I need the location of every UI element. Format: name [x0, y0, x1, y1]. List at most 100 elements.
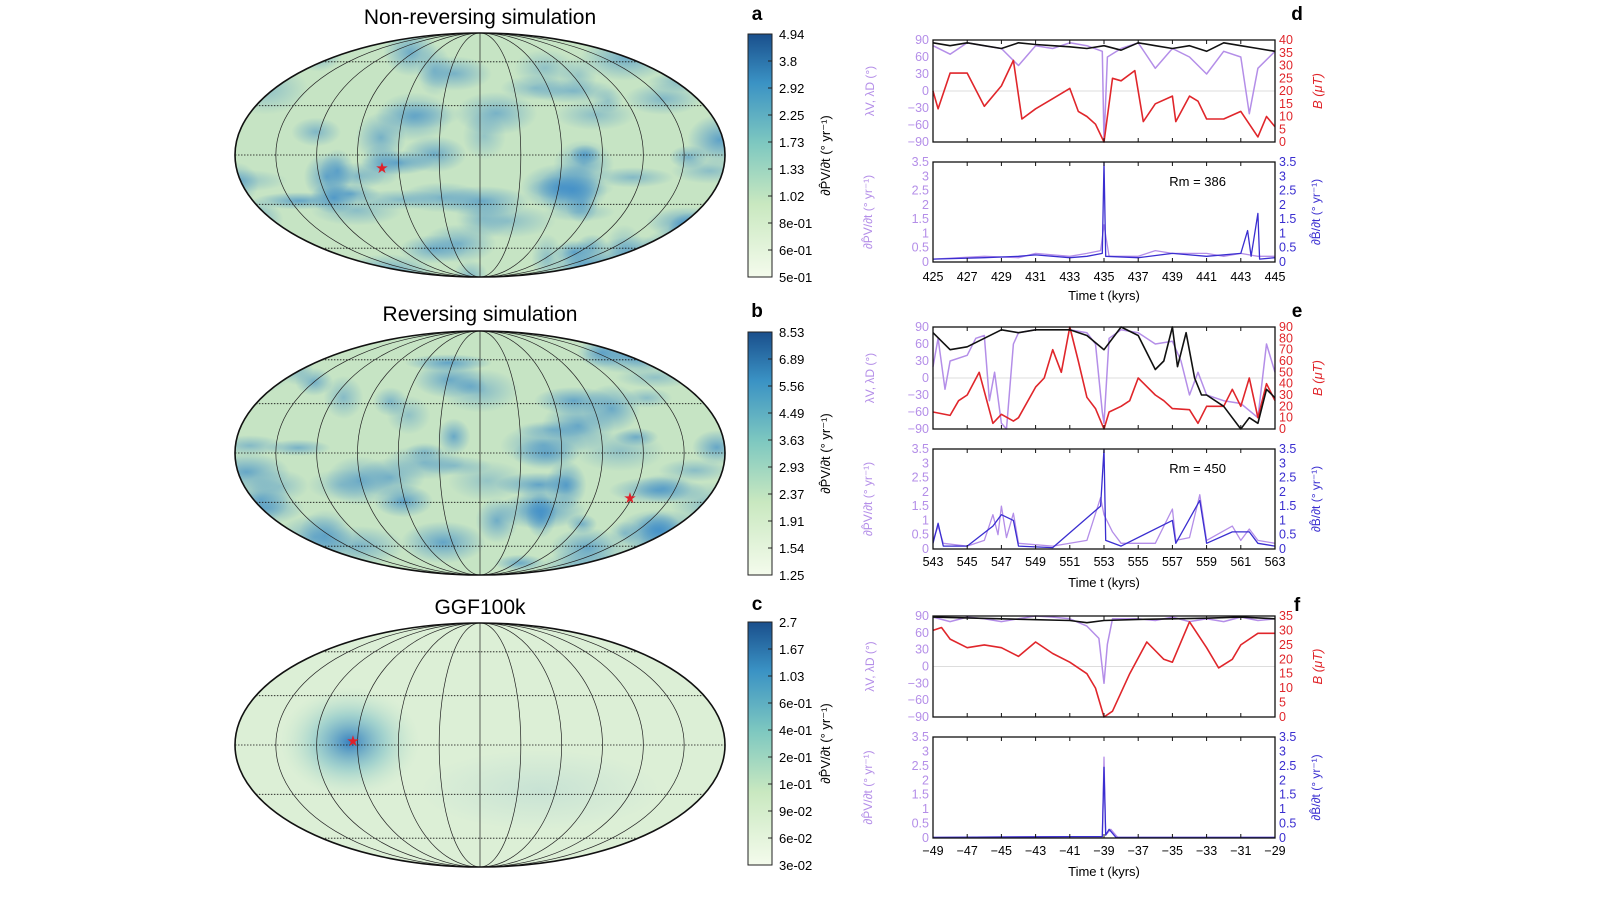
field-blob [398, 235, 468, 264]
x-tick-label: 425 [923, 270, 944, 284]
colorbar-label: ∂P̂V/∂t (° yr⁻¹) [818, 413, 833, 494]
field-blob [500, 75, 571, 101]
y-tick-label-left: 3 [922, 744, 929, 758]
field-blob [307, 468, 377, 501]
x-tick-label: 439 [1162, 270, 1183, 284]
x-tick-label: 429 [991, 270, 1012, 284]
field-blob [624, 83, 703, 115]
y-tick-label-right: 2.5 [1279, 759, 1296, 773]
Pdot-line [932, 494, 1276, 547]
y-tick-label-left: 60 [915, 626, 929, 640]
y-tick-label-right: 60 [1279, 354, 1293, 368]
panel-letter: b [751, 301, 763, 322]
colorbar-tick-label: 5e-01 [779, 270, 812, 285]
y-tick-label-right: 2.5 [1279, 184, 1296, 198]
y-tick-label-right: 1 [1279, 802, 1286, 816]
y-tick-label-left: 1 [922, 802, 929, 816]
y-tick-label-right: 2 [1279, 773, 1286, 787]
x-tick-label: 563 [1265, 555, 1286, 569]
lambda-d-line [932, 326, 1276, 430]
field-blob [420, 750, 660, 830]
y-tick-label-left: 1 [922, 513, 929, 527]
x-tick-label: 437 [1128, 270, 1149, 284]
colorbar-tick-label: 6e-02 [779, 831, 812, 846]
y-tick-label-right: 0 [1279, 710, 1286, 724]
y-tick-label-right: 3.5 [1279, 442, 1296, 456]
y-tick-label-right: 0 [1279, 255, 1286, 269]
colorbar-label: ∂P̂V/∂t (° yr⁻¹) [818, 115, 833, 196]
x-tick-label: 445 [1265, 270, 1286, 284]
panel-letter: e [1292, 301, 1303, 322]
x-tick-label: −37 [1128, 844, 1149, 858]
y-tick-label-right: 0.5 [1279, 241, 1296, 255]
B-line [932, 59, 1276, 143]
field-blob [413, 361, 486, 399]
colorbar-tick-label: 2e-01 [779, 750, 812, 765]
field-blob [646, 206, 725, 239]
map-field [235, 33, 725, 277]
colorbar-tick-label: 1e-01 [779, 777, 812, 792]
field-blob [279, 352, 314, 386]
Bdot-line [932, 161, 1276, 260]
y-tick-label-left: 2 [922, 773, 929, 787]
field-blob [687, 114, 725, 166]
field-blob [666, 33, 706, 49]
field-blob [533, 386, 614, 415]
y-tick-label-left: 0.5 [912, 528, 929, 542]
field-blob [235, 197, 284, 240]
y-tick-label-right: 3 [1279, 744, 1286, 758]
colorbar-tick-label: 6.89 [779, 352, 804, 367]
y-tick-label-left: 90 [915, 320, 929, 334]
y-tick-label-left: −60 [908, 405, 929, 419]
y-tick-label-left: −60 [908, 693, 929, 707]
y-tick-label-left: 1 [922, 226, 929, 240]
y-tick-label-left: 2 [922, 198, 929, 212]
y-tick-label-left: 30 [915, 643, 929, 657]
star-icon: ★ [346, 733, 359, 750]
field-blob [452, 260, 489, 277]
x-tick-label: 545 [957, 555, 978, 569]
y-tick-label-left: 2 [922, 485, 929, 499]
y-tick-label-right: 20 [1279, 652, 1293, 666]
y-tick-label-right: 5 [1279, 122, 1286, 136]
y-tick-label-left: 0 [922, 84, 929, 98]
Pdot-line [932, 224, 1275, 260]
x-tick-label: 557 [1162, 555, 1183, 569]
y-tick-label-right: 50 [1279, 365, 1293, 379]
field-blob [235, 56, 271, 77]
rm-annotation: Rm = 386 [1169, 174, 1226, 189]
x-tick-label: 433 [1059, 270, 1080, 284]
field-blob [608, 476, 707, 504]
colorbar-tick-label: 5.56 [779, 379, 804, 394]
colorbar-tick-label: 1.33 [779, 162, 804, 177]
y-tick-label-right: 1.5 [1279, 212, 1296, 226]
field-blob [235, 245, 261, 270]
y-tick-label-left: −90 [908, 710, 929, 724]
y-tick-label-left: 90 [915, 33, 929, 47]
field-blob [235, 553, 263, 575]
y-tick-label-left: 30 [915, 67, 929, 81]
y-tick-label-right: 1 [1279, 226, 1286, 240]
x-tick-label: 549 [1025, 555, 1046, 569]
x-tick-label: 551 [1059, 555, 1080, 569]
colorbar-tick-label: 2.7 [779, 615, 797, 630]
y-tick-label-left: 60 [915, 337, 929, 351]
field-blob [323, 375, 364, 420]
y-tick-label-right: 20 [1279, 84, 1293, 98]
field-blob [372, 387, 409, 417]
field-blob [692, 429, 725, 465]
colorbar-tick-label: 1.03 [779, 669, 804, 684]
y-tick-label-right: 3 [1279, 169, 1286, 183]
field-blob [668, 210, 725, 247]
panel-letter: f [1294, 595, 1301, 616]
y-tick-label-left: 0.5 [912, 241, 929, 255]
colorbar [747, 621, 773, 866]
y-tick-label-right: 2 [1279, 198, 1286, 212]
timeseries-panel-e: e9060300−30−60−909080706050403020100λV, … [860, 301, 1325, 590]
y-tick-label-left: 3 [922, 169, 929, 183]
x-tick-label: 435 [1094, 270, 1115, 284]
panel-letter: d [1291, 4, 1303, 25]
y-tick-label-left: 0 [922, 542, 929, 556]
field-blob [416, 455, 493, 476]
